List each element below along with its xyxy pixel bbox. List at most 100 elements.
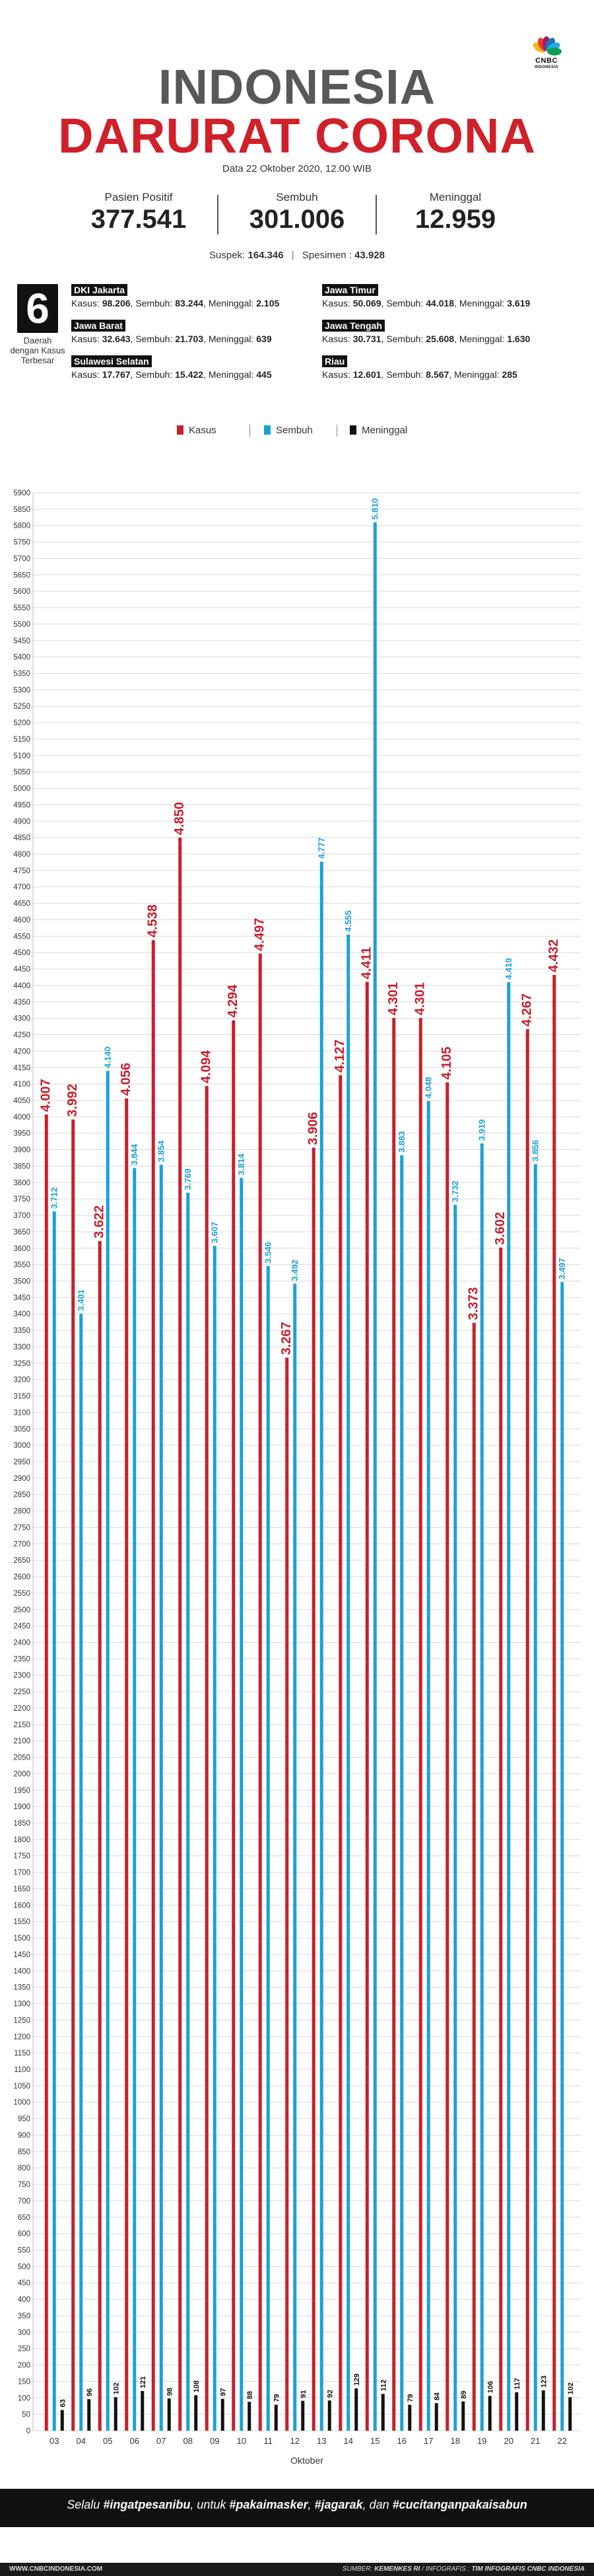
suspek-line: Suspek: 164.346 | Spesimen : 43.928 xyxy=(0,250,594,261)
bar-kasus xyxy=(392,1018,396,2431)
y-tick-label: 2900 xyxy=(13,1475,30,1483)
region-stats: Kasus: 30.731, Sembuh: 25.608, Meninggal… xyxy=(322,334,531,344)
data-label-kasus: 4.538 xyxy=(145,904,160,937)
y-tick-label: 3550 xyxy=(13,1262,30,1270)
bar-kasus xyxy=(312,1147,315,2431)
sembuh-label: Sembuh: xyxy=(386,369,424,380)
data-label-sembuh: 4.140 xyxy=(102,1047,112,1069)
y-tick-label: 4700 xyxy=(13,884,30,892)
y-tick-label: 150 xyxy=(18,2378,30,2386)
x-tick-label: 05 xyxy=(103,2436,112,2446)
data-label-sembuh: 3.844 xyxy=(129,1143,139,1165)
y-tick-label: 2850 xyxy=(13,1491,30,1499)
data-label-kasus: 4.411 xyxy=(359,947,374,980)
legend-swatch xyxy=(264,425,271,435)
bar-meninggal xyxy=(141,2390,145,2431)
data-label-meninggal: 89 xyxy=(460,2390,468,2398)
data-label-meninggal: 108 xyxy=(193,2380,201,2392)
bar-sembuh xyxy=(159,1164,163,2431)
data-label-sembuh: 3.401 xyxy=(76,1289,86,1311)
data-label-meninggal: 79 xyxy=(407,2394,414,2402)
data-label-kasus: 3.992 xyxy=(65,1084,80,1117)
legend-kasus: Kasus xyxy=(177,423,216,439)
y-tick-label: 2350 xyxy=(13,1655,30,1663)
y-tick-label: 3000 xyxy=(13,1442,30,1450)
kasus-label: Kasus: xyxy=(71,334,100,344)
y-tick-label: 1700 xyxy=(13,1869,30,1877)
y-tick-label: 5800 xyxy=(13,522,30,530)
y-tick-label: 3250 xyxy=(13,1360,30,1368)
bar-sembuh xyxy=(293,1283,297,2431)
data-label-sembuh: 4.410 xyxy=(504,958,513,980)
y-tick-label: 4750 xyxy=(13,867,30,875)
y-tick-label: 4450 xyxy=(13,966,30,974)
y-tick-label: 1600 xyxy=(13,1902,30,1910)
y-tick-label: 5250 xyxy=(13,703,30,711)
source-credit: SUMBER: KEMENKES RI / INFOGRAFIS : TIM I… xyxy=(343,2565,585,2573)
data-label-kasus: 4.056 xyxy=(119,1063,133,1096)
x-tick-label: 10 xyxy=(237,2436,246,2446)
bar-kasus xyxy=(472,1322,476,2431)
meninggal-value: 639 xyxy=(256,334,272,344)
region-name: Jawa Barat xyxy=(71,320,125,332)
kasus-value: 98.206 xyxy=(102,298,131,308)
suspek-label: Suspek: xyxy=(209,250,246,261)
data-label-sembuh: 3.769 xyxy=(183,1168,193,1190)
y-tick-label: 5450 xyxy=(13,637,30,645)
divider: | xyxy=(291,250,294,261)
y-tick-label: 300 xyxy=(18,2329,30,2337)
data-label-kasus: 4.301 xyxy=(386,982,401,1015)
y-tick-label: 5500 xyxy=(13,621,30,629)
y-tick-label: 400 xyxy=(18,2296,30,2304)
y-tick-label: 5850 xyxy=(13,506,30,514)
bar-sembuh xyxy=(186,1192,190,2431)
y-tick-label: 900 xyxy=(18,2131,30,2139)
data-label-sembuh: 3.732 xyxy=(450,1181,460,1203)
peacock-feather xyxy=(547,48,562,55)
website-link[interactable]: WWW.CNBCINDONESIA.COM xyxy=(9,2565,103,2573)
y-tick-label: 100 xyxy=(18,2394,30,2402)
source-value: KEMENKES RI xyxy=(374,2565,420,2573)
kasus-value: 12.601 xyxy=(352,369,381,380)
data-label-kasus: 4.007 xyxy=(38,1079,53,1112)
divider xyxy=(376,195,377,234)
x-tick-label: 18 xyxy=(451,2436,460,2446)
sembuh-label: Sembuh: xyxy=(386,334,424,344)
data-label-kasus: 3.373 xyxy=(466,1287,480,1320)
slogan-prefix: Selalu xyxy=(67,2498,100,2511)
y-tick-label: 550 xyxy=(18,2246,30,2254)
hashtag: #ingatpesanibu xyxy=(103,2498,191,2511)
y-tick-label: 800 xyxy=(18,2165,30,2172)
data-label-meninggal: 96 xyxy=(86,2388,94,2396)
bar-sembuh xyxy=(266,1266,270,2431)
kasus-label: Kasus: xyxy=(322,334,350,344)
source-label: SUMBER: xyxy=(342,2565,373,2573)
data-label-kasus: 4.497 xyxy=(252,918,267,951)
data-label-kasus: 4.850 xyxy=(172,802,187,835)
stat-value: 301.006 xyxy=(249,205,345,234)
y-tick-label: 3650 xyxy=(13,1229,30,1236)
y-tick-label: 4350 xyxy=(13,999,30,1007)
legend-sembuh: Sembuh xyxy=(264,423,313,439)
summary-stats: Pasien Positif 377.541 Sembuh 301.006 Me… xyxy=(59,188,535,241)
x-tick-label: 12 xyxy=(290,2436,300,2446)
logo-subtext: INDONESIA xyxy=(534,65,559,69)
data-label-sembuh: 3.814 xyxy=(236,1153,246,1175)
meninggal-value: 445 xyxy=(256,369,272,380)
bar-kasus xyxy=(446,1082,449,2431)
region-sulawesi-selatan: Sulawesi Selatan Kasus: 17.767, Sembuh: 1… xyxy=(71,355,329,381)
region-jawa-timur: Jawa Timur Kasus: 50.069, Sembuh: 44.018,… xyxy=(322,284,579,310)
kasus-label: Kasus: xyxy=(322,369,350,380)
data-label-meninggal: 112 xyxy=(380,2380,387,2392)
bar-kasus xyxy=(125,1098,129,2431)
data-label-meninggal: 102 xyxy=(112,2382,120,2394)
y-tick-label: 3200 xyxy=(13,1377,30,1384)
y-tick-label: 1100 xyxy=(14,2066,30,2074)
x-tick-label: 13 xyxy=(317,2436,326,2446)
kasus-label: Kasus: xyxy=(71,298,100,308)
kasus-label: Kasus: xyxy=(71,369,100,380)
y-tick-label: 4600 xyxy=(13,916,30,924)
y-tick-label: 3450 xyxy=(13,1294,30,1302)
y-tick-label: 5000 xyxy=(13,785,30,793)
y-tick-label: 5300 xyxy=(13,686,30,694)
